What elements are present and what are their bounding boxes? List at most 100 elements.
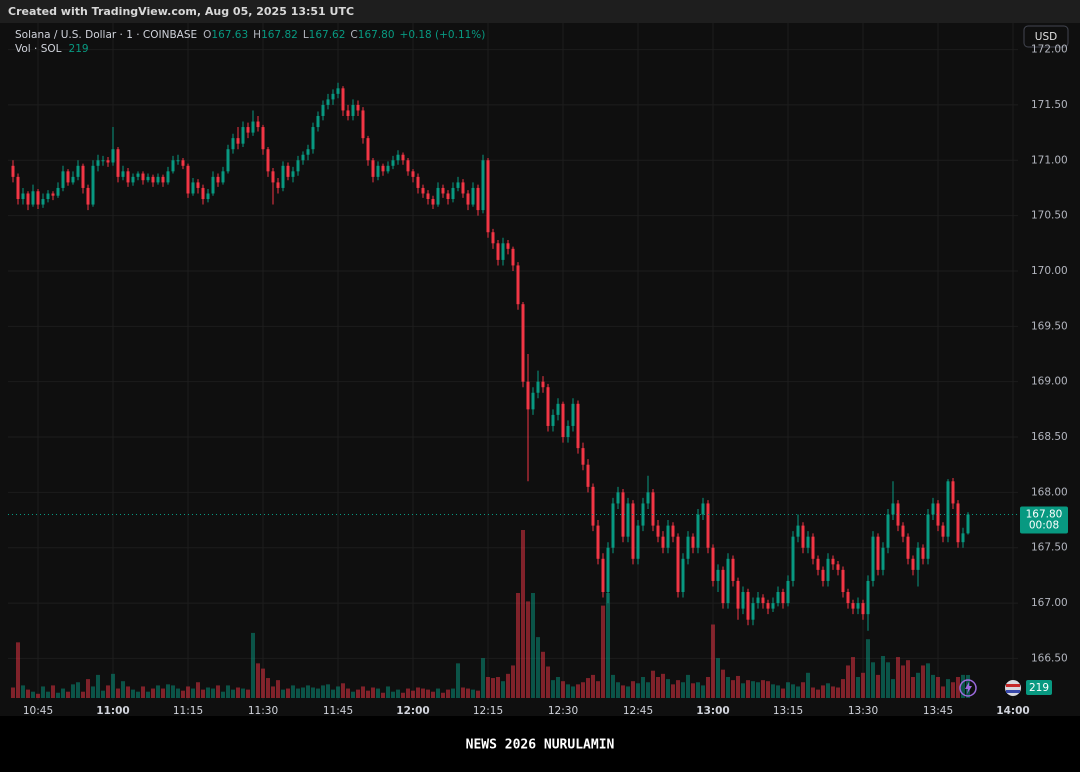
volume-bar xyxy=(671,684,675,698)
candle-body xyxy=(111,149,115,163)
candle-body xyxy=(326,99,330,105)
volume-bar xyxy=(21,685,25,698)
candle-body xyxy=(746,592,750,620)
candle-body xyxy=(196,182,200,188)
candle-body xyxy=(596,525,600,559)
candle-body xyxy=(571,403,575,426)
volume-bar xyxy=(926,663,930,698)
candle-body xyxy=(681,558,685,593)
candle-body xyxy=(641,503,645,526)
x-tick-label: 12:45 xyxy=(623,705,653,717)
candle-body xyxy=(456,182,460,188)
volume-bar xyxy=(121,681,125,698)
candle-body xyxy=(441,187,445,194)
volume-bar xyxy=(31,691,35,698)
volume-bar xyxy=(876,674,880,698)
alert-icon[interactable] xyxy=(959,679,977,697)
candle-body xyxy=(386,165,390,172)
volume-bar xyxy=(351,691,355,698)
x-tick-label: 10:45 xyxy=(23,705,53,717)
volume-bar xyxy=(951,682,955,698)
candle-body xyxy=(56,187,60,196)
volume-bar xyxy=(211,688,215,698)
candle-body xyxy=(481,160,485,211)
volume-bar xyxy=(826,683,830,698)
candle-body xyxy=(66,171,70,183)
candle-body xyxy=(411,171,415,177)
volume-bar xyxy=(796,686,800,698)
volume-bar xyxy=(291,685,295,698)
price-badge xyxy=(1020,506,1068,534)
candle-body xyxy=(476,187,480,211)
currency[interactable]: USD xyxy=(1035,31,1057,43)
candle-body xyxy=(181,160,185,166)
candle-body xyxy=(846,592,850,604)
candle-body xyxy=(321,104,325,116)
candle-body xyxy=(156,176,160,183)
candle-body xyxy=(886,514,890,548)
volume-bar xyxy=(36,693,40,698)
volume-bar xyxy=(861,672,865,698)
volume-bar xyxy=(401,692,405,698)
volume-bar xyxy=(716,658,720,698)
candle-body xyxy=(931,503,935,515)
candle-body xyxy=(956,503,960,543)
candle-body xyxy=(531,392,535,410)
candle-body xyxy=(161,176,165,183)
volume-badge: 219 xyxy=(1029,682,1049,694)
volume-bar xyxy=(576,684,580,698)
candle-body xyxy=(136,173,140,177)
volume-bar xyxy=(296,688,300,698)
volume-bar xyxy=(81,691,85,698)
volume-bar xyxy=(186,686,190,698)
candle-body xyxy=(296,160,300,172)
volume-bar xyxy=(96,674,100,698)
volume-bar xyxy=(281,689,285,698)
volume-bar xyxy=(816,689,820,698)
h-label: H xyxy=(253,29,261,41)
candle-body xyxy=(316,115,320,128)
volume-bar xyxy=(676,680,680,698)
volume-bar xyxy=(486,677,490,698)
candle-body xyxy=(561,403,565,438)
volume-bar xyxy=(436,688,440,698)
candle-body xyxy=(61,171,65,188)
volume-bar xyxy=(881,656,885,698)
volume-bar xyxy=(811,687,815,698)
candle-body xyxy=(726,558,730,604)
volume-bar xyxy=(11,687,15,698)
y-tick-label: 171.00 xyxy=(1031,154,1068,166)
volume-bar xyxy=(961,674,965,698)
candle-body xyxy=(431,199,435,205)
candle-body xyxy=(706,503,710,548)
candle-body xyxy=(256,121,260,128)
volume-bar xyxy=(741,683,745,698)
candle-body xyxy=(126,171,130,183)
volume-bar xyxy=(321,685,325,698)
candle-body xyxy=(556,403,560,415)
candle-body xyxy=(861,603,865,615)
candle-body xyxy=(621,492,625,537)
volume-bar xyxy=(61,688,65,698)
volume-bar xyxy=(601,605,605,698)
currency-button[interactable] xyxy=(1023,25,1069,48)
y-tick-label: 166.50 xyxy=(1031,652,1068,664)
volume-bar xyxy=(341,683,345,698)
candle-body xyxy=(626,503,630,537)
volume-bar xyxy=(591,674,595,698)
candle-body xyxy=(741,592,745,609)
flag-icon[interactable] xyxy=(1005,680,1021,696)
candle-body xyxy=(496,243,500,260)
candle-body xyxy=(576,403,580,449)
x-tick-label: 11:45 xyxy=(323,705,353,717)
volume-bar xyxy=(201,689,205,698)
volume-bar xyxy=(776,685,780,698)
volume-bar xyxy=(216,685,220,698)
candle-body xyxy=(916,547,920,570)
change: +0.18 (+0.11%) xyxy=(400,29,486,41)
candle-body xyxy=(446,193,450,200)
x-tick-label: 11:30 xyxy=(248,705,278,717)
candle-body xyxy=(16,176,20,200)
candle-body xyxy=(266,149,270,172)
candle-body xyxy=(141,173,145,181)
